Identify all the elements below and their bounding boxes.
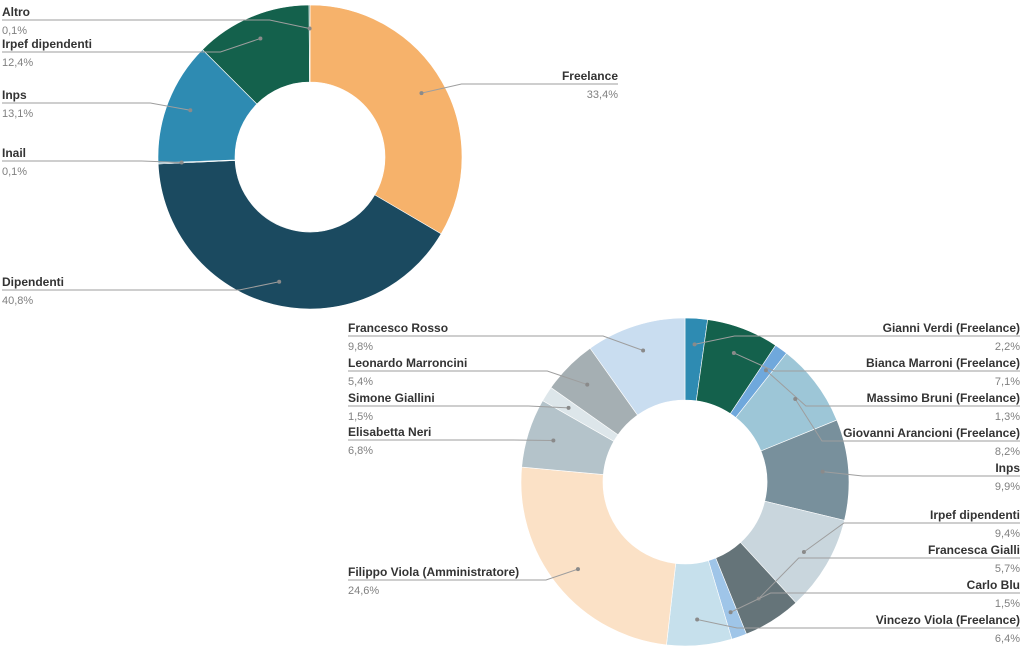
slice-percent-irpef-dipendenti: 9,4% <box>995 528 1020 540</box>
leader-dot-giovanni-arancioni-freelance <box>793 396 798 401</box>
leader-line-bianca-marroni-freelance <box>733 352 1020 372</box>
slice-percent-simone-giallini: 1,5% <box>348 411 373 423</box>
slice-percent-irpef-dipendenti: 12,4% <box>2 57 33 69</box>
leader-dot-inail <box>179 160 184 165</box>
slice-altro <box>308 4 311 83</box>
slice-percent-giovanni-arancioni-freelance: 8,2% <box>995 446 1020 458</box>
slice-label-leonardo-marroncini: Leonardo Marroncini <box>348 356 467 370</box>
leader-dot-francesco-rosso <box>641 348 646 353</box>
slice-percent-leonardo-marroncini: 5,4% <box>348 376 373 388</box>
leader-dot-elisabetta-neri <box>551 438 556 443</box>
slice-label-filippo-viola-amministratore: Filippo Viola (Amministratore) <box>348 565 519 579</box>
leader-dot-carlo-blu <box>728 610 733 615</box>
slice-label-freelance: Freelance <box>562 69 618 83</box>
slice-label-vincezo-viola-freelance: Vincezo Viola (Freelance) <box>876 613 1020 627</box>
slice-percent-massimo-bruni-freelance: 1,3% <box>995 411 1020 423</box>
leader-line-inps <box>822 471 1020 477</box>
leader-dot-inps <box>188 108 193 113</box>
slice-label-irpef-dipendenti: Irpef dipendenti <box>2 37 92 51</box>
donut-chart-2: Gianni Verdi (Freelance) 2,2% Bianca Marro… <box>348 317 1020 647</box>
leader-line-francesca-gialli <box>758 557 1020 600</box>
slice-label-simone-giallini: Simone Giallini <box>348 391 435 405</box>
slice-percent-inps: 13,1% <box>2 108 33 120</box>
slice-percent-inail: 0,1% <box>2 166 27 178</box>
leader-line-filippo-viola-amministratore <box>348 568 579 581</box>
leader-line-dipendenti <box>2 281 280 291</box>
leader-dot-vincezo-viola-freelance <box>695 617 700 622</box>
leader-dot-simone-giallini <box>566 405 571 410</box>
slice-label-carlo-blu: Carlo Blu <box>967 578 1020 592</box>
slice-label-francesca-gialli: Francesca Gialli <box>928 543 1020 557</box>
slice-label-inps: Inps <box>995 461 1020 475</box>
leader-dot-leonardo-marroncini <box>585 382 590 387</box>
slice-freelance <box>309 4 463 235</box>
slice-percent-carlo-blu: 1,5% <box>995 598 1020 610</box>
slice-label-massimo-bruni-freelance: Massimo Bruni (Freelance) <box>867 391 1020 405</box>
slice-label-dipendenti: Dipendenti <box>2 275 64 289</box>
leader-line-altro <box>2 19 310 29</box>
leader-line-giovanni-arancioni-freelance <box>794 398 1020 442</box>
slice-percent-francesco-rosso: 9,8% <box>348 341 373 353</box>
slice-filippo-viola-amministratore <box>520 466 677 646</box>
leader-line-irpef-dipendenti <box>2 37 261 53</box>
slice-percent-francesca-gialli: 5,7% <box>995 563 1020 575</box>
leader-line-elisabetta-neri <box>348 439 554 442</box>
slice-percent-vincezo-viola-freelance: 6,4% <box>995 633 1020 645</box>
slice-label-bianca-marroni-freelance: Bianca Marroni (Freelance) <box>866 356 1020 370</box>
leader-line-gianni-verdi-freelance <box>694 335 1020 345</box>
leader-line-carlo-blu <box>730 592 1020 613</box>
slice-percent-gianni-verdi-freelance: 2,2% <box>995 341 1020 353</box>
leader-dot-filippo-viola-amministratore <box>575 567 580 572</box>
slice-label-altro: Altro <box>2 5 30 19</box>
leader-line-massimo-bruni-freelance <box>765 369 1020 407</box>
leader-line-leonardo-marroncini <box>348 370 588 386</box>
leader-dot-inps <box>820 469 825 474</box>
leader-line-irpef-dipendenti <box>803 522 1020 553</box>
leader-line-vincezo-viola-freelance <box>697 618 1020 629</box>
leader-dot-dipendenti <box>277 279 282 284</box>
slice-label-giovanni-arancioni-freelance: Giovanni Arancioni (Freelance) <box>843 426 1020 440</box>
slice-percent-filippo-viola-amministratore: 24,6% <box>348 585 379 597</box>
slice-percent-elisabetta-neri: 6,8% <box>348 445 373 457</box>
leader-dot-massimo-bruni-freelance <box>763 368 768 373</box>
leader-line-simone-giallini <box>348 405 569 409</box>
slice-francesco-rosso <box>589 317 686 416</box>
leader-line-inail <box>2 160 182 163</box>
slice-label-gianni-verdi-freelance: Gianni Verdi (Freelance) <box>883 321 1020 335</box>
leader-line-inps <box>2 102 191 111</box>
slice-label-inps: Inps <box>2 88 27 102</box>
leader-dot-altro <box>307 26 312 31</box>
leader-dot-freelance <box>419 91 424 96</box>
slice-percent-inps: 9,9% <box>995 481 1020 493</box>
slice-label-irpef-dipendenti: Irpef dipendenti <box>930 508 1020 522</box>
slice-percent-freelance: 33,4% <box>587 89 618 101</box>
donut-chart-1: Freelance 33,4% Dipendenti 40,8% Inail 0,1% In… <box>2 4 618 310</box>
slice-percent-bianca-marroni-freelance: 7,1% <box>995 376 1020 388</box>
slice-percent-dipendenti: 40,8% <box>2 295 33 307</box>
slice-label-francesco-rosso: Francesco Rosso <box>348 321 448 335</box>
slice-percent-altro: 0,1% <box>2 25 27 37</box>
leader-line-freelance <box>421 83 618 94</box>
slice-label-elisabetta-neri: Elisabetta Neri <box>348 425 431 439</box>
leader-line-francesco-rosso <box>348 335 644 351</box>
leader-dot-bianca-marroni-freelance <box>731 350 736 355</box>
slice-label-inail: Inail <box>2 146 26 160</box>
slice-dipendenti <box>157 160 442 310</box>
leader-dot-gianni-verdi-freelance <box>692 342 697 347</box>
leader-dot-irpef-dipendenti <box>801 550 806 555</box>
leader-dot-irpef-dipendenti <box>258 36 263 41</box>
